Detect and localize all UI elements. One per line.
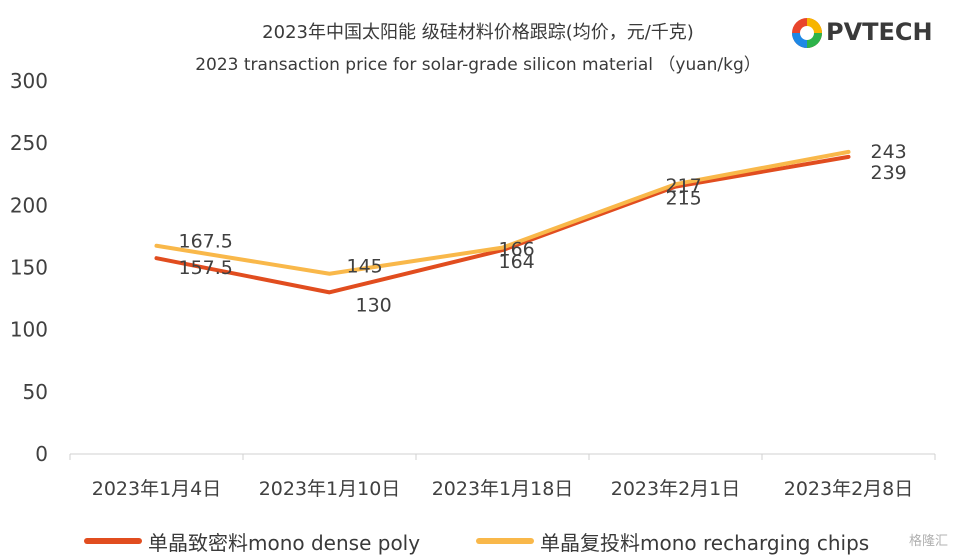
y-tick-label: 50 [23,380,48,404]
pvtech-logo: PVTECH [790,14,950,54]
data-label: 217 [666,175,702,197]
legend-item-1: 单晶复投料mono recharging chips [476,526,869,556]
data-label: 166 [499,239,535,261]
y-tick-label: 0 [35,442,48,466]
x-tick-label: 2023年1月4日 [92,478,222,500]
y-tick-label: 300 [10,69,48,93]
series-line-1 [154,149,851,276]
y-tick-label: 200 [10,193,48,217]
legend-swatch-1 [476,538,534,544]
legend-swatch-0 [84,538,142,544]
pvtech-logo-icon [792,18,822,48]
logo-text: PVTECH [826,18,933,46]
x-tick-label: 2023年2月1日 [611,478,741,500]
y-tick-label: 250 [10,131,48,155]
y-tick-label: 100 [10,318,48,342]
x-tick-label: 2023年1月10日 [259,478,401,500]
data-label: 157.5 [179,257,233,279]
series-line-0 [154,154,851,295]
data-label: 167.5 [179,231,233,253]
x-tick-label: 2023年2月8日 [784,478,914,500]
data-label: 164 [499,251,535,273]
data-label: 215 [666,188,702,210]
data-label: 130 [356,294,392,316]
y-tick-label: 150 [10,256,48,280]
watermark: 格隆汇 [908,534,948,549]
chart-title: 2023年中国太阳能 级硅材料价格跟踪(均价，元/千克) [262,22,694,43]
legend-label-0: 单晶致密料mono dense poly [148,530,421,555]
data-label: 145 [347,256,383,278]
chart-subtitle: 2023 transaction price for solar-grade s… [195,55,761,75]
data-label: 239 [871,162,907,184]
x-tick-label: 2023年1月18日 [432,478,574,500]
legend-label-1: 单晶复投料mono recharging chips [540,530,870,555]
legend-item-0: 单晶致密料mono dense poly [84,526,420,556]
data-label: 243 [871,141,907,163]
